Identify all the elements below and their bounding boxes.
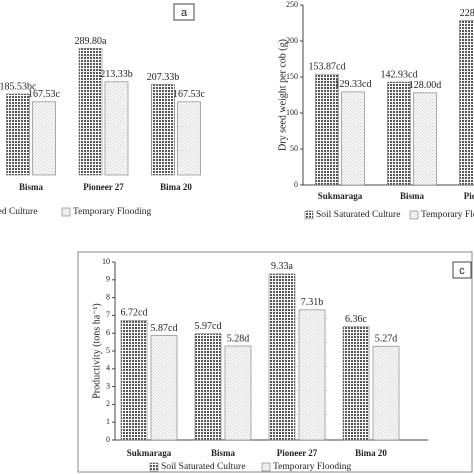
x-tick-label: Bisma [400,191,425,201]
x-tick-label: Pioneer 27 [464,191,474,201]
legend-swatch [261,462,271,472]
x-tick-label: Sukmaraga [318,191,363,201]
x-tick-label: Pioneer 27 [83,182,124,192]
bar [372,345,400,441]
bar [78,48,103,176]
bar [194,333,222,441]
legend-label: Temporary Flooding [273,462,351,472]
bar [151,84,175,176]
y-tick-label: 3 [106,381,110,390]
y-tick-label: 2 [106,399,110,408]
panel-box [452,261,472,279]
data-label: 6.36c [345,314,368,325]
x-tick-label: Pioneer 27 [277,448,318,458]
y-tick-label: 1 [106,417,110,426]
legend-swatch [149,462,159,472]
bar [224,345,252,441]
data-label: 5.87cd [151,323,178,334]
legend-label: Soil Saturated Culture [316,210,400,220]
data-label: 153.87cd [309,62,346,73]
data-label: 5.28d [227,333,250,344]
data-label: 167.53c [173,89,206,100]
legend-label: Soil Saturated Culture [161,462,245,472]
bar [6,93,30,176]
y-tick-label: 4 [106,364,110,373]
data-label: 185.53bc [0,81,37,92]
y-tick-label: 9 [106,275,110,284]
data-label: 5.97cd [195,321,222,332]
y-tick-label: 250 [286,0,298,9]
bar [413,92,437,186]
legend-label: Temporary Flooding [73,207,151,217]
y-tick-label: 10 [102,257,110,266]
data-label: 167.53c [28,89,61,100]
legend-swatch [409,210,419,220]
bar [341,91,365,186]
x-tick-label: Bisma [211,448,236,458]
bar [342,326,370,441]
bar [387,81,411,186]
y-tick-label: 8 [106,292,110,301]
panel-label: a [181,7,188,19]
y-tick-label: 150 [286,72,298,81]
panel-frame [77,251,473,473]
legend-label: Soil Saturated Culture [0,207,37,217]
y-axis-label: Dry seed weight per cob (g) [277,39,288,151]
x-tick-label: Sukmaraga [127,448,172,458]
y-tick-label: 50 [290,144,298,153]
bar [120,320,148,441]
data-label: 289.80a [75,36,108,47]
data-label: 7.31b [301,297,324,308]
data-label: 213.33b [100,69,133,80]
y-tick-label: 5 [106,346,110,355]
y-tick-label: 7 [106,310,110,319]
data-label: 9.33a [271,261,294,272]
data-label: 5.27d [375,333,398,344]
bar [268,273,296,441]
legend-swatch [61,207,71,217]
bar [104,81,129,176]
bar [150,335,178,441]
y-tick-label: 0 [294,180,298,189]
bar [315,73,339,186]
legend-label: Temporary Flooding [421,210,474,220]
panel-label: c [459,265,465,277]
x-tick-label: Bima 20 [160,182,192,192]
y-tick-label: 6 [106,328,110,337]
y-tick-label: 0 [106,435,110,444]
data-label: 142.93cd [381,69,418,80]
x-tick-label: Bisma [19,182,44,192]
bar [32,101,56,176]
data-label: 228.4 [460,8,474,19]
y-tick-label: 100 [286,108,298,117]
data-label: 207.33b [147,72,180,83]
bar [298,309,326,441]
data-label: 129.33cd [335,79,372,90]
data-label: 6.72cd [121,308,148,319]
data-label: 128.00d [409,80,442,91]
legend-swatch [304,210,314,220]
bar [459,20,474,186]
panel-box [173,3,195,21]
y-axis-label: Productivity (tons ha⁻¹) [91,303,102,399]
bar [177,101,201,176]
x-tick-label: Bima 20 [355,448,387,458]
y-tick-label: 200 [286,36,298,45]
